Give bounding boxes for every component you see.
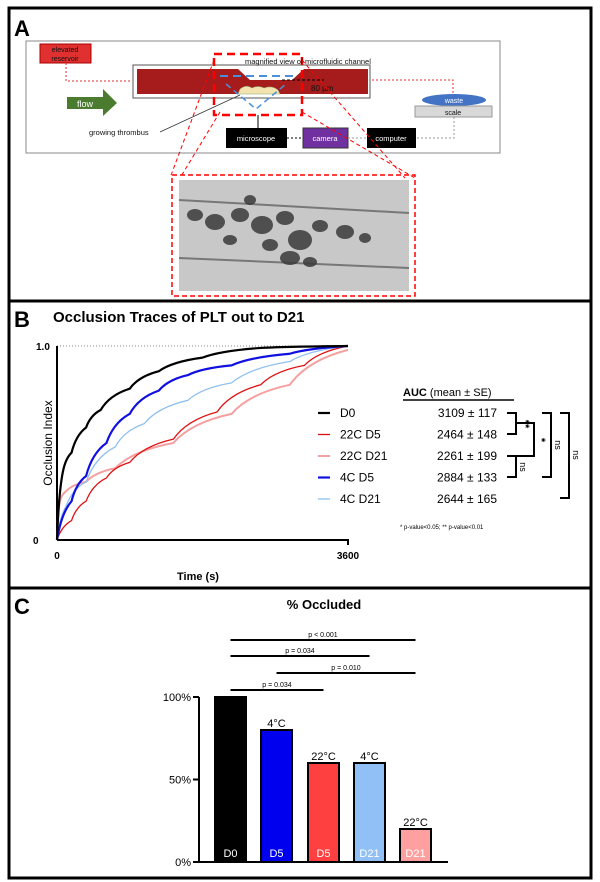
sig-label: ns	[571, 450, 581, 460]
bar	[353, 762, 386, 863]
bar	[307, 762, 340, 863]
auc-value: 2261 ± 199	[437, 449, 497, 463]
bar-category-label: D0	[223, 848, 237, 860]
x-axis-label: Time (s)	[177, 571, 219, 583]
zoom-lines	[169, 59, 416, 179]
bar-top-label: 4°C	[360, 751, 379, 763]
auc-value: 2644 ± 165	[437, 492, 497, 506]
y-tick-label: 100%	[163, 692, 191, 704]
auc-header-sub: (mean ± SE)	[430, 387, 492, 399]
auc-value: 2464 ± 148	[437, 428, 497, 442]
trace-22c-d5	[56, 345, 349, 541]
legend-label: 22C D5	[340, 428, 381, 442]
significance-brackets	[507, 412, 570, 499]
bar-category-label: D5	[316, 848, 330, 860]
bar-top-label: 4°C	[267, 718, 286, 730]
bar	[214, 696, 247, 863]
panel-letter: A	[14, 16, 30, 41]
bar-category-label: D21	[359, 848, 379, 860]
y-tick-label: 50%	[169, 775, 191, 787]
flow-label: flow	[77, 99, 94, 109]
bar	[260, 729, 293, 863]
panel-c: C % Occluded 0% 50% 100% D0 D5 4°C D5 22°C D21 4°…	[14, 594, 448, 869]
microscope-box	[226, 128, 287, 148]
legend-label: 4C D21	[340, 492, 381, 506]
p-value-label: p < 0.001	[308, 632, 337, 639]
panel-b: B Occlusion Traces of PLT out to D21 1.0…	[14, 307, 581, 583]
x-tick-label: 0	[54, 551, 60, 562]
x-tick-label: 3600	[337, 551, 360, 562]
sig-label: ns	[518, 462, 528, 472]
microfluidic-channel	[137, 69, 368, 94]
magnified-label: magnified view of microfluidic channel	[245, 57, 371, 66]
depth-label: 80 µm	[311, 84, 334, 93]
chart-title: % Occluded	[287, 597, 361, 612]
bar-category-label: D21	[405, 848, 425, 860]
sig-label: *	[535, 438, 547, 443]
thrombus-shape	[237, 86, 281, 95]
computer-box	[367, 128, 416, 148]
legend: D0 3109 ± 117 22C D5 2464 ± 148 22C D21 2261 …	[318, 406, 497, 506]
trace-d0	[55, 344, 349, 541]
trace-4c-d5	[55, 344, 349, 541]
p-value-label: p = 0.034	[262, 682, 291, 689]
reservoir-label-1: elevated	[52, 47, 79, 54]
bar-top-label: 22°C	[311, 751, 336, 763]
optical-path	[225, 83, 287, 110]
y-tick-label: 0%	[175, 857, 191, 869]
p-value-label: p = 0.034	[285, 648, 314, 655]
trace-4c-d21	[56, 345, 349, 541]
arrow-scale-computer	[417, 117, 455, 139]
sig-label: ns	[553, 440, 563, 450]
microscopy-image	[178, 180, 410, 291]
footnote: * p-value<0.05; ** p-value<0.01	[400, 525, 484, 531]
computer-label: computer	[375, 134, 407, 143]
trace-lines	[55, 344, 349, 541]
bars: 0% 50% 100% D0 D5 4°C D5 22°C D21 4°C D21 22°C p < 0…	[163, 632, 432, 869]
photo-frame	[171, 174, 416, 297]
figure-border	[7, 6, 593, 880]
thrombus-pointer	[159, 94, 241, 133]
auc-value: 2884 ± 133	[437, 471, 497, 485]
panel-a: A elevated reservoir magnified view of m…	[14, 16, 501, 297]
auc-header: AUC	[403, 387, 427, 399]
waste-tube	[372, 79, 454, 93]
waste-container	[422, 94, 486, 106]
tube-line	[65, 63, 130, 82]
flow-arrow-icon	[67, 89, 117, 116]
y-tick-label: 1.0	[36, 342, 50, 353]
panel-letter: C	[14, 594, 30, 619]
auc-value: 3109 ± 117	[438, 406, 497, 420]
legend-label: D0	[340, 406, 356, 420]
camera-label: camera	[312, 134, 338, 143]
bar-top-label: 22°C	[403, 817, 428, 829]
panel-letter: B	[14, 307, 30, 332]
reservoir-label-2: reservoir	[51, 56, 79, 63]
bar-category-label: D5	[269, 848, 283, 860]
bar	[399, 828, 432, 863]
chart-title: Occlusion Traces of PLT out to D21	[53, 309, 304, 326]
legend-label: 4C D5	[340, 471, 374, 485]
legend-header: AUC (mean ± SE)	[403, 387, 492, 399]
sig-label: **	[519, 420, 531, 429]
scale-label: scale	[445, 110, 461, 117]
legend-label: 22C D21	[340, 449, 388, 463]
magnify-box	[212, 52, 304, 117]
y-axis-label: Occlusion Index	[41, 400, 55, 485]
y-tick-label: 0	[33, 536, 39, 547]
thrombus-label: growing thrombus	[89, 128, 149, 137]
trace-22c-d21	[56, 348, 349, 541]
p-value-label: p = 0.010	[331, 665, 360, 672]
microscope-label: microscope	[237, 134, 275, 143]
waste-label: waste	[444, 98, 463, 105]
